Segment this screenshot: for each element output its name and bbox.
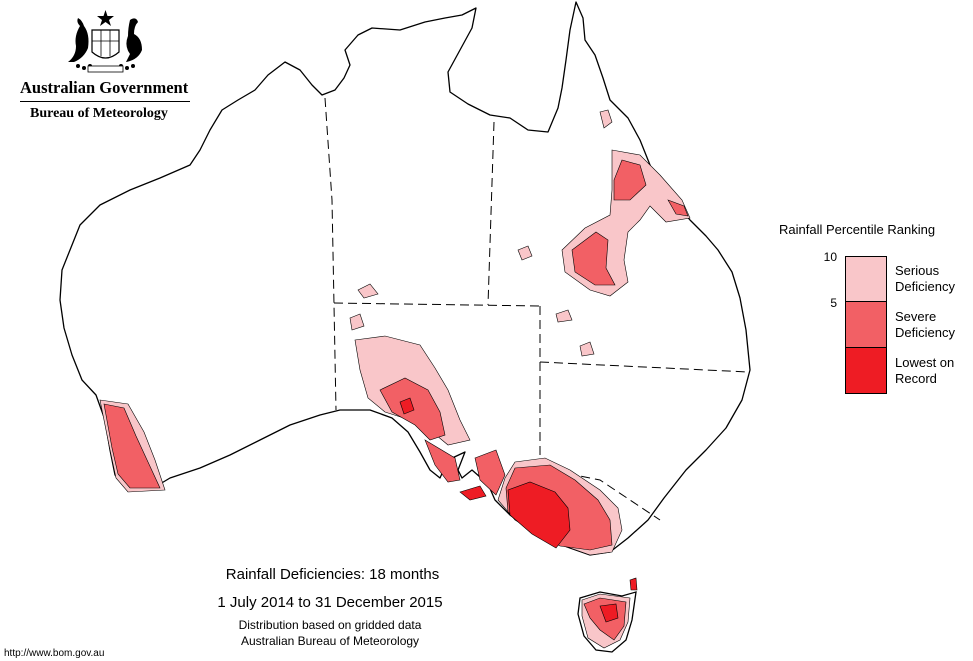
legend-label-lowest-line1: Lowest on [895,355,955,370]
qld-coast-severe [667,199,689,217]
nt-patch [357,283,379,299]
bom-url: http://www.bom.gov.au [4,648,105,659]
map-title: Rainfall Deficiencies: 18 months [225,566,440,583]
legend-label-severe-line1: Severe [895,309,937,324]
map-period: 1 July 2014 to 31 December 2015 [217,594,443,611]
sa-gulf-lowest [399,397,415,415]
legend-label-serious-line1: Serious [895,263,940,278]
emblem-scroll-icon [87,65,124,73]
legend-label-lowest: Lowest on Record [895,355,954,387]
tasmania-north-patch [629,577,638,591]
legend-swatch-severe [845,301,887,348]
tasmania-lowest [599,603,619,623]
qld-central-severe [613,159,647,201]
yorke-peninsula-severe [424,439,461,483]
qld-small-patch [599,109,613,129]
legend-tick-5: 5 [830,296,837,310]
qld-inland-severe [571,231,616,286]
legend-label-serious-line2: Deficiency [895,279,955,294]
title-divider [20,101,190,102]
legend-title: Rainfall Percentile Ranking [779,222,936,237]
nsw-patch [579,341,595,357]
legend-label-serious: Serious Deficiency [895,263,955,295]
deficiency-regions [99,109,691,649]
emblem-emu-icon [126,18,142,62]
sa-qld-patch [555,309,573,323]
nt-sa-border [333,302,541,307]
legend-swatch-lowest [845,347,887,394]
legend-label-severe: Severe Deficiency [895,309,955,341]
fleurieu-severe [474,449,506,496]
bureau-title: Bureau of Meteorology [30,106,168,121]
legend-swatch-serious [845,256,887,302]
government-title: Australian Government [20,78,189,97]
coat-of-arms-emblem [68,10,142,73]
kangaroo-island-severe [459,485,487,501]
map-note-source: Australian Bureau of Meteorology [240,634,420,648]
emblem-star-icon [97,10,114,26]
wa-border [324,97,337,411]
map-note-gridded: Distribution based on gridded data [238,618,422,632]
legend-label-severe-line2: Deficiency [895,325,955,340]
wa-southwest-severe [103,403,161,489]
emblem-shield-icon [91,29,120,59]
legend-label-lowest-line2: Record [895,371,937,386]
victoria-lowest [507,481,571,549]
sa-west-patch [349,313,365,331]
qld-west-patch [517,245,533,261]
emblem-kangaroo-icon [68,18,89,62]
legend-tick-10: 10 [823,250,837,264]
nt-qld-border [487,121,495,306]
